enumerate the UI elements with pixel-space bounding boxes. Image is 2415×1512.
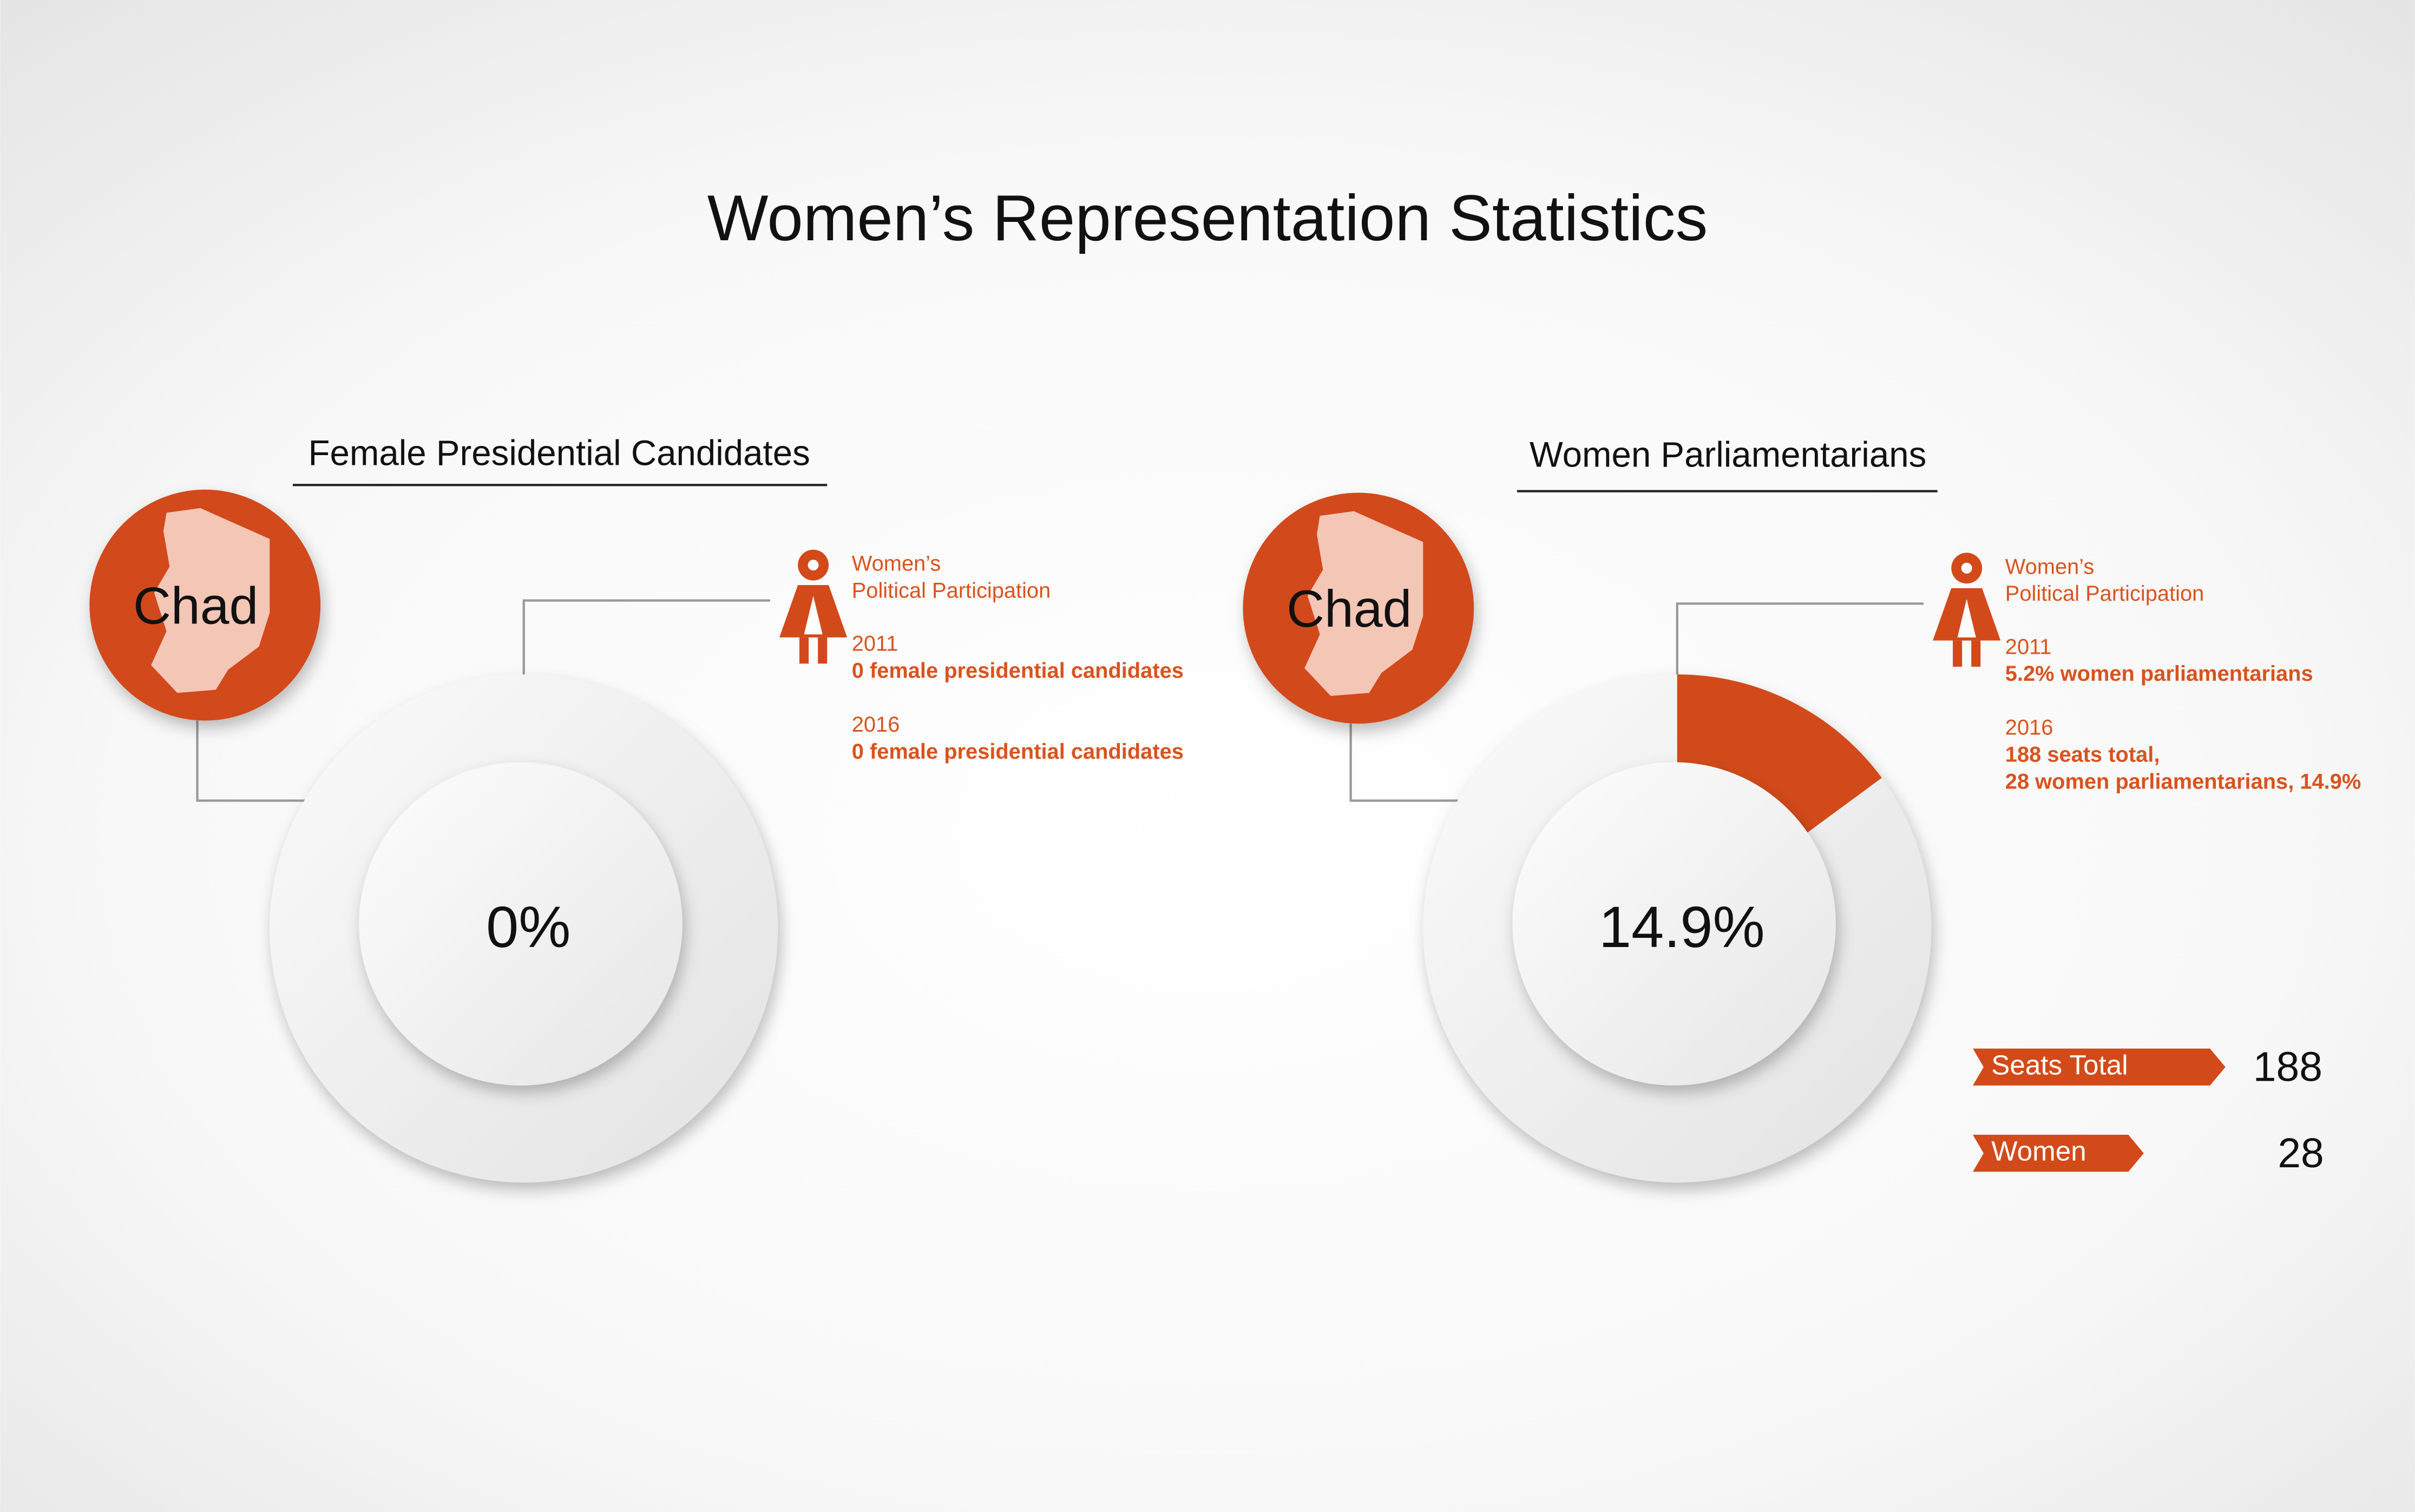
- note-year: 2011: [852, 632, 898, 656]
- banner-value: 188: [2253, 1044, 2322, 1090]
- note-text: 0 female presidential candidates: [852, 740, 1184, 764]
- note-year: 2016: [2005, 716, 2053, 740]
- icon-leg: [799, 637, 809, 664]
- banner-label: Seats Total: [1991, 1049, 2128, 1080]
- note-text: 0 female presidential candidates: [852, 659, 1184, 682]
- connector: [522, 599, 770, 678]
- banner-value: 28: [2278, 1130, 2324, 1176]
- note-year: 2011: [2005, 635, 2052, 659]
- note-heading: Women’s: [2005, 555, 2095, 578]
- donut-value-label: 14.9%: [1599, 894, 1765, 959]
- connector: [196, 720, 309, 802]
- connector: [1349, 724, 1462, 802]
- country-label: Chad: [1287, 580, 1412, 638]
- donut-inner: [359, 762, 682, 1086]
- note-heading: Political Participation: [2005, 582, 2204, 606]
- icon-dress-gap: [804, 596, 823, 635]
- icon-leg: [1953, 640, 1963, 667]
- note-heading: Political Participation: [852, 579, 1051, 603]
- panel-title: Women Parliamentarians: [1530, 435, 1926, 474]
- panel-title: Female Presidential Candidates: [309, 433, 810, 472]
- woman-icon: [779, 549, 848, 664]
- woman-icon: [1933, 553, 2001, 667]
- country-map: [151, 508, 270, 693]
- page-title: Women’s Representation Statistics: [707, 182, 1708, 254]
- note-text: 28 women parliamentarians, 14.9%: [2005, 770, 2361, 793]
- connector: [1676, 602, 1924, 678]
- icon-dress-gap: [1957, 599, 1976, 637]
- note-year: 2016: [852, 713, 900, 737]
- label-banner: [1973, 1134, 2144, 1172]
- note-heading: Women’s: [852, 552, 941, 576]
- note-text: 5.2% women parliamentarians: [2005, 662, 2313, 686]
- donut-value-label: 0%: [486, 894, 570, 959]
- icon-head-hole: [1961, 562, 1972, 574]
- banner-label: Women: [1991, 1136, 2086, 1167]
- icon-leg: [818, 637, 828, 664]
- note-text: 188 seats total,: [2005, 743, 2160, 767]
- country-label: Chad: [133, 576, 258, 635]
- country-map: [1304, 511, 1423, 696]
- label-banner: [1973, 1048, 2226, 1086]
- icon-leg: [1971, 640, 1981, 667]
- donut-inner: [1512, 762, 1836, 1086]
- icon-head-hole: [808, 560, 819, 571]
